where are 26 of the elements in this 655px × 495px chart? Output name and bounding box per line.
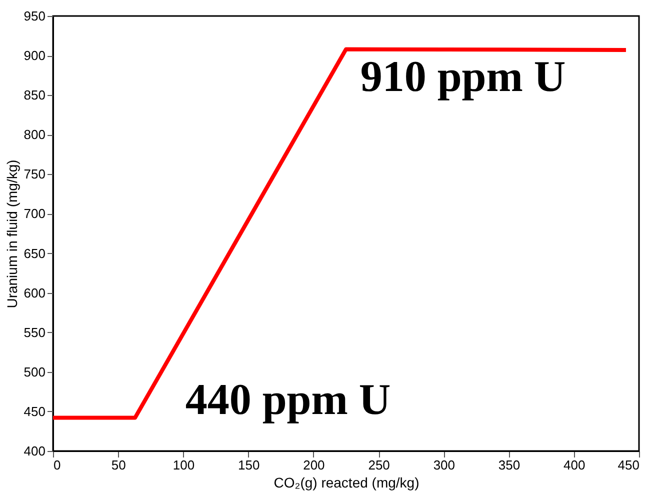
- x-tick-label: 300: [433, 458, 456, 472]
- y-tick-label: 800: [24, 127, 46, 142]
- x-tick-label: 150: [238, 458, 260, 472]
- y-tick-label: 600: [24, 285, 46, 300]
- y-tick-label: 650: [24, 246, 46, 261]
- y-tick-label: 900: [24, 48, 46, 64]
- annotation: 440 ppm U: [185, 375, 391, 424]
- x-tick-label: 0: [54, 458, 61, 472]
- y-tick-label: 500: [24, 364, 46, 380]
- x-tick-label: 200: [303, 458, 325, 472]
- x-tick-label: 400: [564, 458, 586, 472]
- x-axis-title: CO₂(g) reacted (mg/kg): [274, 474, 420, 490]
- x-tick-label: 450: [618, 458, 640, 472]
- x-tick-label: 100: [172, 458, 195, 472]
- annotation: 910 ppm U: [360, 52, 566, 101]
- x-tick-label: 350: [498, 458, 520, 472]
- x-tick-label: 50: [111, 458, 126, 472]
- y-tick-label: 700: [24, 206, 46, 222]
- x-tick-label: 250: [368, 458, 390, 472]
- y-tick-label: 450: [24, 404, 46, 419]
- y-axis-title: Uranium in fluid (mg/kg): [4, 160, 20, 308]
- y-tick-label: 550: [24, 324, 46, 340]
- y-tick-label: 950: [24, 8, 46, 24]
- y-tick-label: 400: [24, 444, 46, 458]
- y-tick-label: 850: [24, 88, 46, 103]
- y-tick-label: 750: [24, 166, 46, 182]
